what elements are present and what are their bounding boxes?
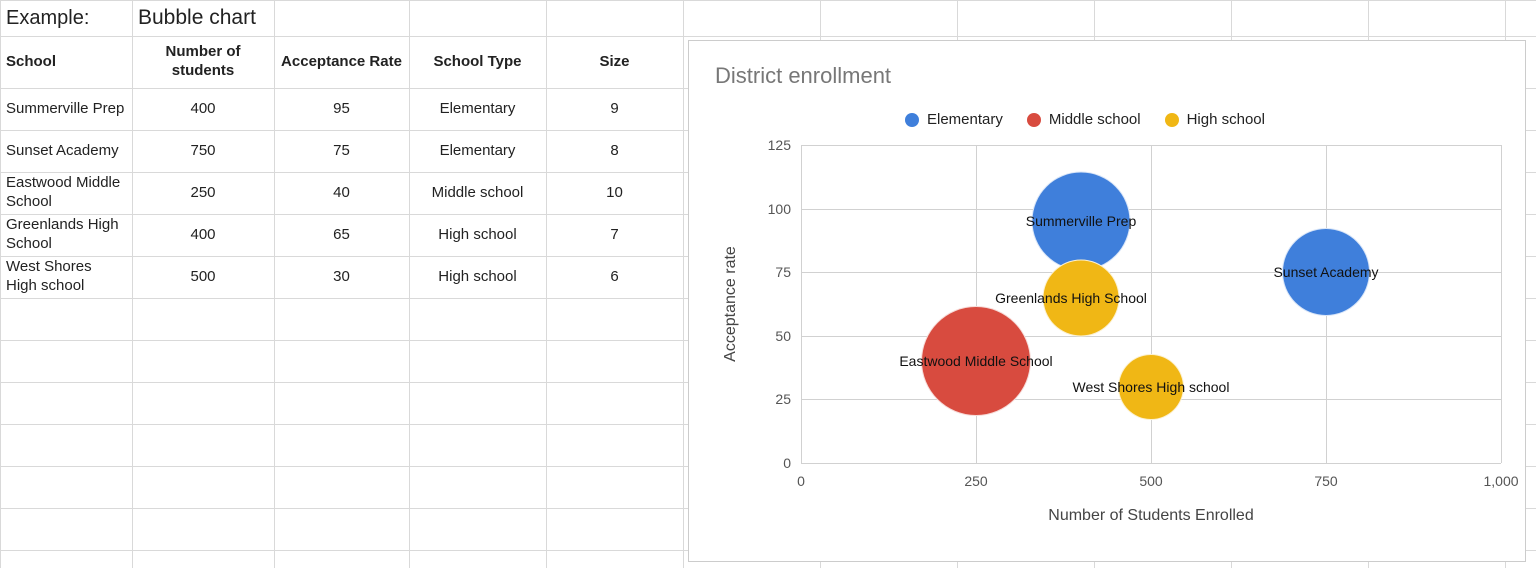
grid-v (801, 145, 802, 463)
grid-h (801, 463, 1501, 464)
grid-h (801, 272, 1501, 273)
x-tick-label: 500 (1139, 467, 1162, 489)
cell-size[interactable]: 10 (546, 172, 683, 214)
cell-school[interactable]: Eastwood Middle School (0, 172, 132, 214)
grid-h (801, 336, 1501, 337)
example-label: Example: (0, 0, 132, 36)
cell-type[interactable]: Elementary (409, 88, 546, 130)
cell-students[interactable]: 400 (132, 88, 274, 130)
grid-col-line (683, 0, 684, 568)
legend-item[interactable]: Middle school (1027, 111, 1141, 128)
column-header-type[interactable]: School Type (409, 36, 546, 88)
spreadsheet-grid: Example:Bubble chartSchoolNumber of stud… (0, 0, 1536, 568)
legend-item[interactable]: Elementary (905, 111, 1003, 128)
legend-dot-icon (905, 113, 919, 127)
cell-students[interactable]: 400 (132, 214, 274, 256)
cell-type[interactable]: High school (409, 214, 546, 256)
cell-school[interactable]: Sunset Academy (0, 130, 132, 172)
cell-school[interactable]: Greenlands High School (0, 214, 132, 256)
chart-legend: Elementary Middle school High school (905, 111, 1265, 128)
column-header-size[interactable]: Size (546, 36, 683, 88)
column-header-rate[interactable]: Acceptance Rate (274, 36, 409, 88)
cell-size[interactable]: 6 (546, 256, 683, 298)
bubble-chart[interactable]: District enrollment Elementary Middle scho… (688, 40, 1526, 562)
cell-students[interactable]: 500 (132, 256, 274, 298)
cell-size[interactable]: 9 (546, 88, 683, 130)
y-tick-label: 75 (775, 264, 797, 280)
legend-item[interactable]: High school (1165, 111, 1265, 128)
y-tick-label: 0 (783, 455, 797, 471)
x-tick-label: 250 (964, 467, 987, 489)
column-header-school[interactable]: School (0, 36, 132, 88)
plot-area: Eastwood Middle SchoolSummerville PrepSu… (801, 145, 1501, 463)
cell-size[interactable]: 7 (546, 214, 683, 256)
cell-rate[interactable]: 75 (274, 130, 409, 172)
cell-type[interactable]: High school (409, 256, 546, 298)
legend-dot-icon (1027, 113, 1041, 127)
cell-school[interactable]: Summerville Prep (0, 88, 132, 130)
grid-h (801, 209, 1501, 210)
cell-school[interactable]: West Shores High school (0, 256, 132, 298)
legend-label: Middle school (1049, 111, 1141, 128)
cell-type[interactable]: Elementary (409, 130, 546, 172)
column-header-students[interactable]: Number of students (132, 36, 274, 88)
chart-title: District enrollment (715, 63, 891, 89)
legend-label: Elementary (927, 111, 1003, 128)
cell-rate[interactable]: 95 (274, 88, 409, 130)
y-tick-label: 50 (775, 328, 797, 344)
bubble[interactable] (1282, 228, 1370, 316)
x-tick-label: 1,000 (1483, 467, 1518, 489)
cell-type[interactable]: Middle school (409, 172, 546, 214)
bubble[interactable] (1043, 259, 1120, 336)
cell-rate[interactable]: 40 (274, 172, 409, 214)
cell-rate[interactable]: 65 (274, 214, 409, 256)
bubble[interactable] (1032, 172, 1131, 271)
y-tick-label: 100 (768, 201, 797, 217)
example-title: Bubble chart (132, 0, 409, 36)
cell-size[interactable]: 8 (546, 130, 683, 172)
bubble[interactable] (921, 306, 1031, 416)
legend-label: High school (1187, 111, 1265, 128)
x-tick-label: 750 (1314, 467, 1337, 489)
grid-h (801, 145, 1501, 146)
cell-students[interactable]: 250 (132, 172, 274, 214)
cell-students[interactable]: 750 (132, 130, 274, 172)
legend-dot-icon (1165, 113, 1179, 127)
y-tick-label: 125 (768, 137, 797, 153)
y-tick-label: 25 (775, 391, 797, 407)
cell-rate[interactable]: 30 (274, 256, 409, 298)
x-tick-label: 0 (797, 467, 805, 489)
bubble[interactable] (1118, 354, 1184, 420)
y-axis-title: Acceptance rate (722, 246, 740, 362)
grid-v (1501, 145, 1502, 463)
x-axis-title: Number of Students Enrolled (1048, 507, 1253, 525)
